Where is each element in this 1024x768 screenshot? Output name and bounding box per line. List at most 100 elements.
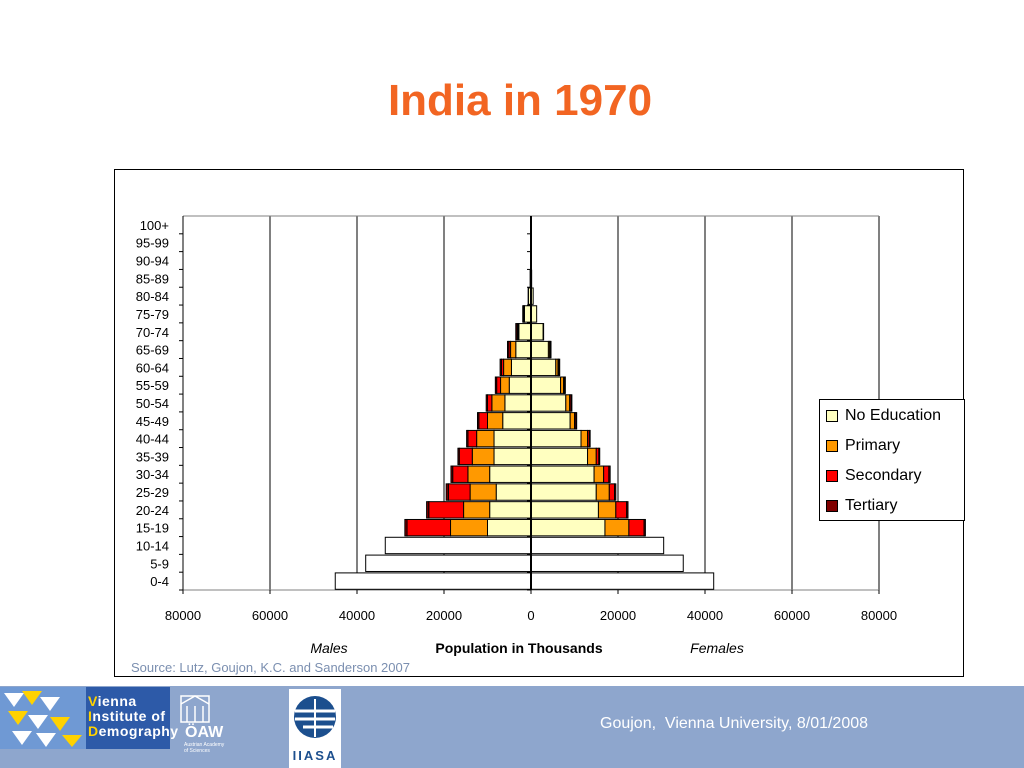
bar-female-no_education-70-74 [530,323,544,341]
y-tick-label-35-39: 35-39 [136,449,169,464]
bar-male-secondary-15-19 [406,518,452,537]
bar-male-primary-35-39 [471,447,495,466]
y-tick-label-50-54: 50-54 [136,396,169,411]
bar-female-tertiary-50-54 [570,394,573,412]
chart-frame: 0-4 5-9 10-14 15-19 20-24 25-29 30-34 35-39 40-4… [114,169,965,677]
bar-male-primary-15-19 [450,518,488,537]
bar-female-no_education-55-59 [530,376,562,394]
y-tick-label-80-84: 80-84 [136,289,169,304]
bar-female-no_education-35-39 [530,447,589,466]
oaw-building-icon [180,695,210,723]
legend-label-no-education: No Education [845,407,942,424]
x-tick-label-6: 40000 [687,608,723,623]
population-pyramid-chart: 0-4 5-9 10-14 15-19 20-24 25-29 30-34 35-39 40-4… [136,215,897,656]
vienna-institute-logo [0,687,170,749]
bar-male-no_education-65-69 [515,340,532,359]
x-tick-label-1: 60000 [252,608,288,623]
x-tick-label-7: 60000 [774,608,810,623]
y-tick-label-40-44: 40-44 [136,432,169,447]
x-axis-title: Population in Thousands [435,640,602,656]
bar-male-no_education-60-64 [510,358,532,377]
y-tick-label-85-89: 85-89 [136,271,169,286]
bar-male-tertiary-45-49 [476,412,480,430]
y-tick-label-100+: 100+ [140,218,169,233]
legend-item-no-education: No Education [826,406,941,426]
iiasa-logo [289,689,341,768]
y-tick-label-45-49: 45-49 [136,414,169,429]
y-tick-label-75-79: 75-79 [136,307,169,322]
iiasa-globe-icon [294,696,336,738]
bar-female-secondary-15-19 [628,518,645,537]
y-tick-label-25-29: 25-29 [136,485,169,500]
bar-female-tertiary-45-49 [575,412,578,430]
bar-female-primary-50-54 [565,394,571,412]
bar-male-tertiary-30-34 [450,465,454,483]
bar-male-secondary-40-44 [467,429,478,448]
y-tick-label-0-4: 0-4 [150,574,169,589]
legend-label-secondary: Secondary [845,467,922,484]
bar-male-primary-20-24 [463,501,491,519]
y-tick-label-70-74: 70-74 [136,325,169,340]
bar-male-tertiary-65-69 [507,340,510,359]
bar-female-tertiary-25-29 [614,483,617,501]
bar-female-no_education-20-24 [530,501,599,519]
bar-female-primary-35-39 [587,447,597,466]
footer-bar: Vienna Institute of Demography ÖAW Austr… [0,686,1024,768]
bar-male-secondary-30-34 [452,465,469,483]
bar-female-primary-30-34 [593,465,605,483]
bar-male-secondary-35-39 [458,447,473,466]
bar-male-no_education-25-29 [495,483,532,501]
bar-male-no_education-35-39 [493,447,532,466]
bar-female-no_education-50-54 [530,394,567,412]
bar-female-primary-45-49 [569,412,575,430]
bar-male-secondary-55-59 [496,376,502,394]
bar-female-primary-40-44 [580,429,589,448]
bar-male-no_education-15-19 [487,518,532,537]
legend-swatch-secondary [826,470,838,482]
y-tick-label-60-64: 60-64 [136,360,169,375]
bar-female-no_education-30-34 [530,465,595,483]
bar-male-secondary-20-24 [428,501,465,519]
y-tick-label-65-69: 65-69 [136,343,169,358]
bar-female-tertiary-40-44 [588,429,591,448]
bar-female-no_education-40-44 [530,429,582,448]
males-label: Males [310,640,347,656]
bar-female-tertiary-55-59 [563,376,566,394]
bar-male-tertiary-70-74 [515,323,518,341]
bar-female-no_education-15-19 [530,518,606,537]
bar-female-total-10-14 [530,536,665,555]
bar-male-primary-30-34 [467,465,491,483]
bar-male-no_education-50-54 [504,394,532,412]
bar-male-total-0-4 [334,572,532,590]
bar-female-secondary-25-29 [608,483,616,501]
bar-female-tertiary-60-64 [558,358,561,377]
bar-male-secondary-25-29 [447,483,471,501]
y-tick-label-10-14: 10-14 [136,538,169,553]
legend-swatch-tertiary [826,500,838,512]
bar-male-secondary-45-49 [478,412,488,430]
bar-male-tertiary-55-59 [494,376,498,394]
bar-male-primary-40-44 [476,429,495,448]
bar-male-tertiary-25-29 [445,483,449,501]
y-tick-label-90-94: 90-94 [136,254,169,269]
vienna-institute-wordmark: Vienna Institute of Demography [88,693,179,739]
bar-female-no_education-60-64 [530,358,557,377]
bar-female-no_education-65-69 [530,340,549,359]
bar-male-primary-65-69 [510,340,517,359]
x-tick-label-4: 0 [527,608,534,623]
bar-male-no_education-30-34 [489,465,532,483]
bar-female-total-0-4 [530,572,715,590]
x-tick-label-5: 20000 [600,608,636,623]
bar-male-primary-25-29 [469,483,497,501]
y-tick-label-55-59: 55-59 [136,378,169,393]
bar-female-secondary-20-24 [615,501,628,519]
bar-female-no_education-25-29 [530,483,597,501]
bar-male-no_education-45-49 [502,412,532,430]
bar-female-total-5-9 [530,554,684,572]
bar-female-primary-25-29 [595,483,610,501]
legend-label-tertiary: Tertiary [845,497,898,514]
footer-caption: Goujon, Vienna University, 8/01/2008 [600,715,869,732]
legend-swatch-no-education [826,410,838,422]
x-tick-label-2: 40000 [339,608,375,623]
x-tick-label-8: 80000 [861,608,897,623]
